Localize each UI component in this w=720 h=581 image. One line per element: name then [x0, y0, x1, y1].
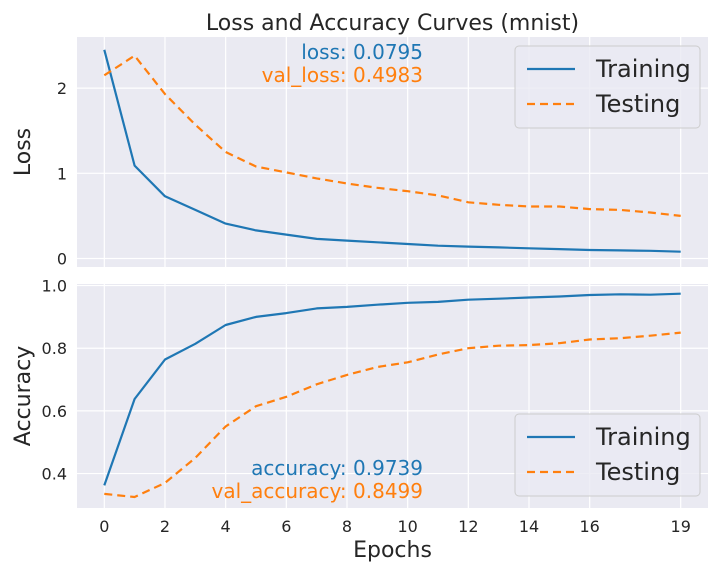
loss-y-tick-labels: 0 1 2	[57, 79, 67, 268]
x-tick-label: 2	[160, 517, 170, 536]
accuracy-panel: 0.4 0.6 0.8 1.0 0 2 4 6 8 10 12 14 16 19 Accuracy Ep…	[11, 277, 708, 563]
accuracy-legend-training-label: Training	[595, 423, 691, 451]
x-axis-label: Epochs	[353, 538, 432, 563]
accuracy-legend: Training Testing	[514, 413, 701, 497]
loss-annotation: loss: 0.0795	[301, 40, 423, 64]
x-tick-label: 4	[221, 517, 231, 536]
accuracy-legend-box	[514, 413, 701, 497]
val-loss-annotation: val_loss: 0.4983	[262, 63, 423, 87]
loss-y-axis-label: Loss	[11, 128, 36, 176]
x-tick-label: 16	[580, 517, 600, 536]
loss-legend: Training Testing	[514, 45, 701, 129]
accuracy-series-lines	[103, 292, 681, 499]
x-tick-label: 12	[458, 517, 478, 536]
accuracy-y-axis-label: Accuracy	[11, 346, 36, 446]
y-tick-label: 0.4	[42, 465, 67, 484]
loss-panel: 0 1 2 Loss and Accuracy Curves (mnist) Los…	[11, 11, 708, 268]
loss-series-lines	[103, 49, 681, 253]
y-tick-label: 2	[57, 79, 67, 98]
y-tick-label: 0	[57, 249, 67, 268]
testing-series-line	[104, 331, 681, 499]
loss-legend-box	[514, 45, 701, 129]
y-tick-label: 0.6	[42, 402, 67, 421]
accuracy-legend-testing-label: Testing	[595, 458, 680, 486]
y-tick-label: 1	[57, 164, 67, 183]
val-accuracy-annotation: val_accuracy: 0.8499	[211, 479, 423, 503]
x-tick-label: 0	[99, 517, 109, 536]
x-tick-label: 14	[519, 517, 539, 536]
loss-legend-testing-label: Testing	[595, 90, 680, 118]
x-tick-label: 8	[342, 517, 352, 536]
x-tick-label: 10	[397, 517, 417, 536]
x-tick-label: 6	[281, 517, 291, 536]
accuracy-annotation: accuracy: 0.9739	[251, 456, 423, 480]
chart-title: Loss and Accuracy Curves (mnist)	[206, 11, 579, 36]
training-series-line	[103, 49, 681, 253]
x-tick-labels: 0 2 4 6 8 10 12 14 16 19	[99, 517, 691, 536]
accuracy-y-tick-labels: 0.4 0.6 0.8 1.0	[42, 277, 67, 484]
loss-grid	[77, 37, 708, 267]
x-tick-label: 19	[671, 517, 691, 536]
loss-legend-training-label: Training	[595, 55, 691, 83]
accuracy-grid	[77, 284, 708, 508]
training-series-line	[103, 292, 681, 486]
testing-series-line	[103, 54, 681, 217]
y-tick-label: 0.8	[42, 339, 67, 358]
y-tick-label: 1.0	[42, 277, 67, 296]
